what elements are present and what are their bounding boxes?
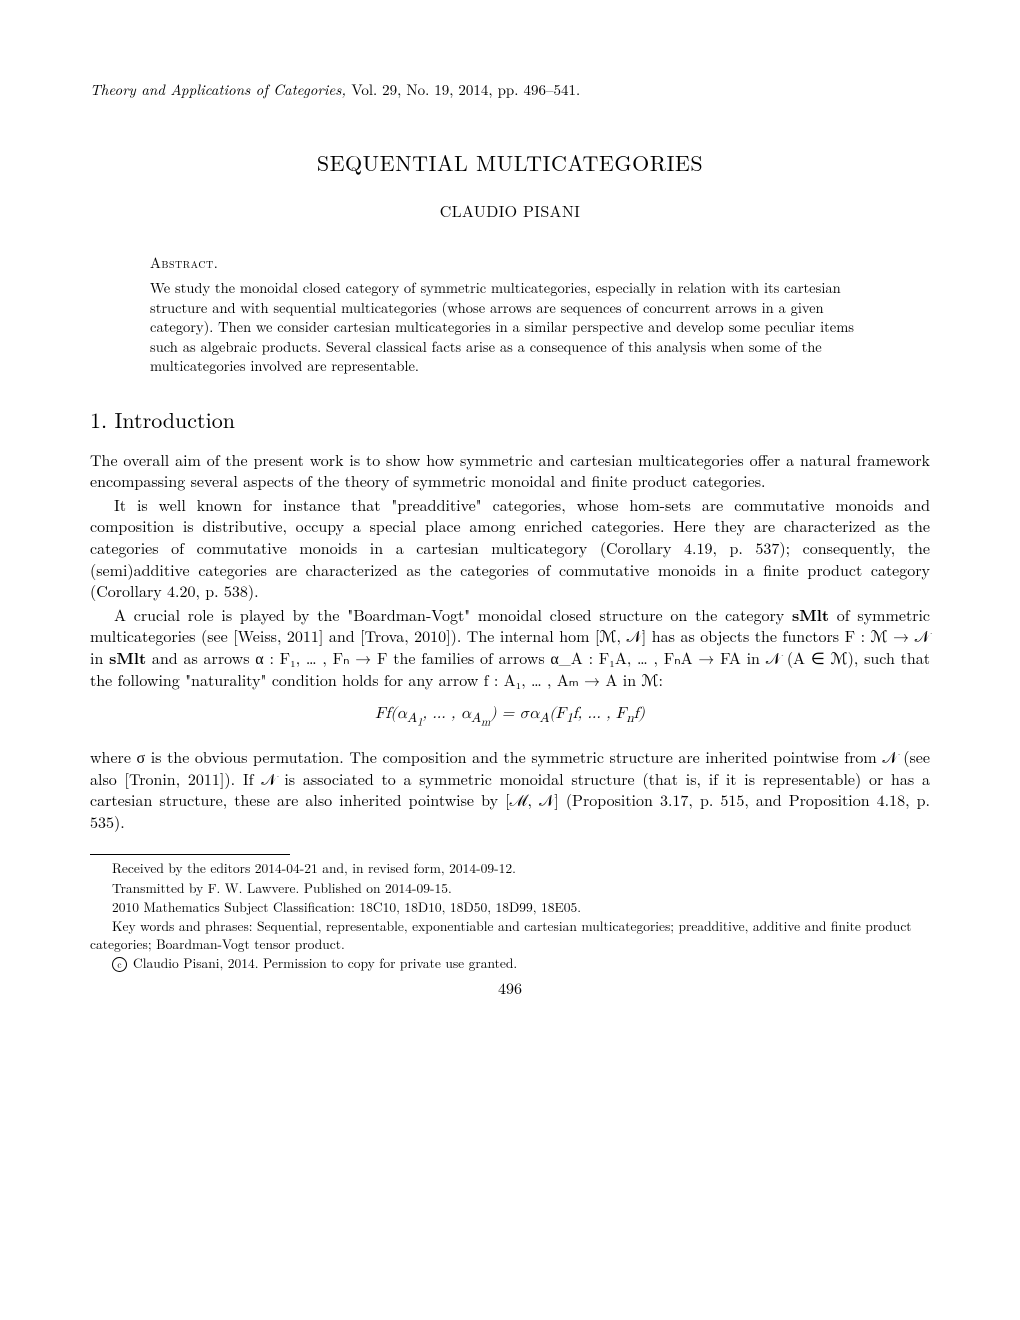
footnotes: Received by the editors 2014-04-21 and, … [90,859,930,972]
footnote-rule [90,854,290,855]
journal-vol: Vol. 29, No. 19, 2014, pp. 496–541. [351,79,580,100]
footnote-msc: 2010 Mathematics Subject Classification:… [90,898,930,916]
abstract-block: Abstract. We study the monoidal closed c… [150,254,870,377]
paragraph-1: The overall aim of the present work is t… [90,449,930,492]
journal-header: Theory and Applications of Categories, V… [90,80,930,100]
paragraph-2: It is well known for instance that "prea… [90,494,930,602]
journal-name: Theory and Applications of Categories, [90,79,346,100]
paragraph-4: where σ is the obvious permutation. The … [90,746,930,832]
author: CLAUDIO PISANI [90,200,930,222]
equation-display: Ff(αA1, … , αAm) = σαA(F1f, … , Fnf) [90,704,930,732]
abstract-text: We study the monoidal closed category of… [150,279,870,377]
equation: Ff(αA1, … , αAm) = σαA(F1f, … , Fnf) [375,706,645,722]
smlt-2: sMlt [109,646,146,669]
footnote-transmitted: Transmitted by F. W. Lawvere. Published … [90,879,930,897]
footnote-copyright: Claudio Pisani, 2014. Permission to copy… [133,954,517,972]
section-heading: 1. Introduction [90,405,930,435]
copyright-icon: c [112,957,127,972]
page-number: 496 [90,977,930,999]
abstract-label: Abstract. [150,254,870,274]
smlt-1: sMlt [792,603,829,626]
paragraph-3: A crucial role is played by the "Boardma… [90,604,930,690]
footnote-received: Received by the editors 2014-04-21 and, … [90,859,930,877]
p3-c: and as arrows α : F₁, … , Fₙ → F the fam… [90,646,930,691]
section-number: 1. [90,404,107,435]
paper-title: SEQUENTIAL MULTICATEGORIES [90,148,930,178]
footnote-copyright-line: c Claudio Pisani, 2014. Permission to co… [90,954,930,972]
footnote-keywords: Key words and phrases: Sequential, repre… [90,917,930,953]
p3-a: A crucial role is played by the "Boardma… [114,603,792,626]
section-title: Introduction [114,404,235,435]
